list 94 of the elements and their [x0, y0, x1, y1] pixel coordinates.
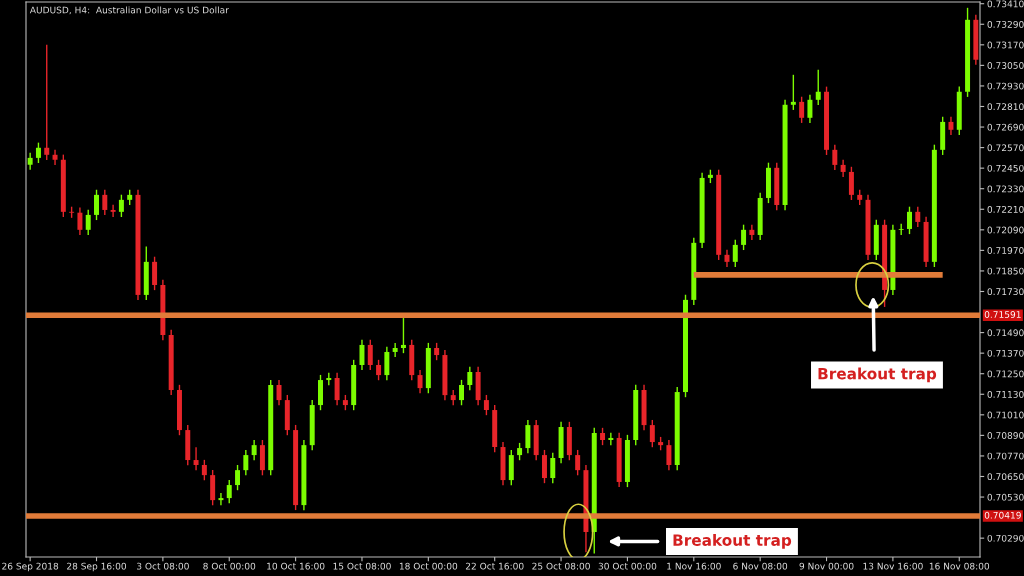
y-tick-label: 0.71010 — [987, 411, 1024, 419]
candlestick — [392, 342, 398, 358]
candlestick — [367, 339, 373, 371]
candlestick — [35, 141, 41, 164]
y-tick-label: 0.71250 — [987, 370, 1024, 378]
candlestick — [649, 419, 655, 448]
y-tick-label: 0.73410 — [987, 0, 1024, 8]
y-tick-label: 0.72330 — [987, 185, 1024, 193]
candlestick — [376, 359, 382, 381]
candlestick — [790, 74, 796, 111]
y-tick-label: 0.71970 — [987, 247, 1024, 254]
candlestick — [226, 479, 232, 504]
y-tick-label: 0.70290 — [987, 534, 1024, 542]
ref-line-label: 0.70419 — [984, 511, 1021, 519]
candlestick — [193, 446, 199, 471]
y-tick-label: 0.70530 — [987, 493, 1024, 501]
y-tick-label: 0.71130 — [987, 391, 1024, 398]
candlestick — [815, 69, 821, 106]
x-tick-label: 25 Oct 08:00 — [532, 562, 590, 570]
x-tick-label: 9 Nov 00:00 — [799, 562, 854, 570]
candlestick — [915, 206, 921, 228]
candlestick — [359, 339, 365, 371]
y-tick-label: 0.72090 — [987, 226, 1024, 234]
candlestick — [832, 143, 838, 171]
candlestick — [807, 93, 813, 124]
candlestick — [251, 439, 257, 461]
y-tick-label: 0.70650 — [987, 473, 1024, 481]
candlestick — [948, 116, 954, 136]
candlestick — [799, 96, 805, 124]
candlestick — [898, 223, 904, 236]
candlestick — [118, 194, 124, 218]
candlestick — [541, 449, 547, 484]
y-tick-label: 0.71490 — [987, 329, 1024, 337]
ref-line-label: 0.71591 — [984, 311, 1021, 318]
candlestick — [52, 148, 58, 166]
candlestick — [741, 223, 747, 251]
annotation: Breakout trap — [818, 367, 937, 383]
x-tick-label: 8 Oct 00:00 — [203, 562, 256, 570]
x-tick-label: 6 Nov 08:00 — [733, 562, 788, 570]
candlestick — [459, 379, 465, 406]
y-tick-label: 0.73170 — [987, 41, 1024, 49]
y-tick-label: 0.71730 — [987, 288, 1024, 296]
candlestick — [384, 346, 390, 381]
annotation: Breakout trap — [673, 534, 792, 549]
candlestick — [201, 459, 207, 481]
candlestick — [235, 464, 241, 491]
x-tick-label: 1 Nov 16:00 — [667, 562, 721, 570]
x-tick-label: 16 Nov 08:00 — [929, 562, 990, 570]
candlestick — [749, 223, 755, 241]
y-tick-label: 0.72810 — [987, 103, 1024, 111]
chart-title: AUDUSD, H4: Australian Dollar vs US Dollar — [29, 6, 229, 15]
candlestick — [218, 492, 224, 506]
candlestick — [907, 206, 912, 235]
y-tick-label: 0.73290 — [987, 21, 1024, 28]
y-tick-label: 0.73050 — [987, 62, 1024, 69]
y-tick-label: 0.72450 — [987, 164, 1024, 172]
x-tick-label: 3 Oct 08:00 — [137, 562, 189, 570]
x-tick-label: 26 Sep 2018 — [2, 562, 59, 572]
x-tick-label: 18 Oct 00:00 — [399, 562, 458, 570]
candlestick — [44, 44, 50, 161]
candlestick — [732, 239, 738, 268]
x-tick-label: 15 Oct 08:00 — [333, 562, 391, 570]
y-tick-label: 0.71370 — [987, 349, 1024, 357]
y-tick-label: 0.72690 — [987, 123, 1024, 131]
candlestick — [525, 419, 531, 454]
x-tick-label: 22 Oct 16:00 — [465, 562, 524, 570]
y-tick-label: 0.70770 — [987, 452, 1024, 460]
y-tick-label: 0.72570 — [987, 144, 1024, 152]
candlestick — [334, 372, 340, 406]
candlestick — [276, 379, 282, 406]
candlestick — [152, 256, 158, 291]
candlestick — [110, 204, 116, 218]
candlestick — [575, 449, 581, 476]
y-tick-label: 0.72930 — [987, 82, 1024, 90]
candlestick — [243, 449, 249, 476]
candlestick — [483, 394, 489, 416]
candlestick — [608, 432, 614, 446]
candlestick — [666, 439, 672, 471]
x-tick-label: 28 Sep 16:00 — [67, 562, 127, 572]
y-tick-label: 0.70890 — [987, 432, 1024, 439]
candlestick — [77, 206, 83, 236]
candlestick — [550, 452, 556, 484]
candlestick — [85, 209, 91, 236]
x-tick-label: 30 Oct 00:00 — [598, 562, 657, 570]
y-tick-label: 0.72210 — [987, 206, 1024, 213]
candlestick — [417, 369, 423, 394]
candlestick — [467, 366, 473, 391]
candlestick — [94, 189, 99, 221]
x-tick-label: 10 Oct 16:00 — [267, 562, 325, 570]
candlestick — [848, 166, 854, 201]
y-tick-label: 0.71850 — [987, 267, 1024, 275]
candlestick — [102, 189, 108, 216]
candlestick — [400, 317, 406, 354]
x-tick-label: 13 Nov 16:00 — [863, 562, 923, 570]
